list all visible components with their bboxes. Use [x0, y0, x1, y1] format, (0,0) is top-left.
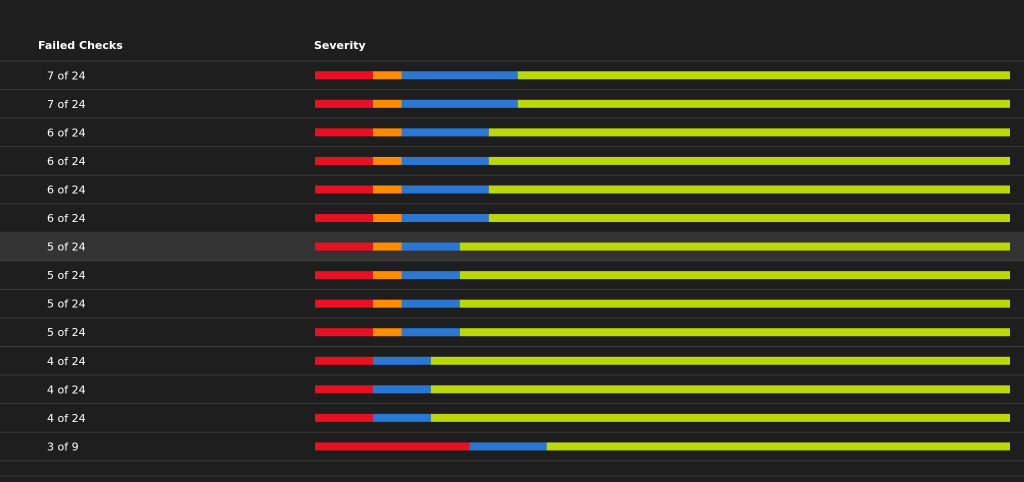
severity-segment — [372, 99, 402, 108]
severity-segment — [401, 299, 460, 308]
severity-segment — [315, 271, 373, 280]
failed-checks: 4 of 24 — [47, 355, 86, 368]
severity-segment — [315, 442, 470, 451]
severity-segment — [372, 356, 431, 365]
failed-checks: 6 of 24 — [47, 126, 86, 139]
severity-segment — [315, 328, 373, 337]
severity-segment — [315, 299, 373, 308]
severity-segment — [315, 156, 373, 165]
severity-segment — [372, 328, 402, 337]
severity-segment — [430, 413, 1010, 422]
severity-segment — [401, 71, 518, 80]
failed-checks: 3 of 9 — [47, 440, 79, 453]
severity-segment — [430, 385, 1010, 394]
failed-checks: 6 of 24 — [47, 183, 86, 196]
severity-segment — [488, 214, 1010, 223]
severity-segment — [315, 71, 373, 80]
severity-segment — [315, 128, 373, 137]
failed-checks: 7 of 24 — [47, 98, 86, 111]
severity-segment — [517, 99, 1010, 108]
severity-segment — [372, 242, 402, 251]
severity-segment — [315, 356, 373, 365]
severity-segment — [517, 71, 1010, 80]
severity-segment — [546, 442, 1010, 451]
severity-segment — [459, 328, 1011, 337]
severity-segment — [315, 185, 373, 194]
severity-segment — [401, 271, 460, 280]
severity-segment — [488, 185, 1010, 194]
severity-segment — [315, 385, 373, 394]
failed-checks: 4 of 24 — [47, 412, 86, 425]
severity-segment — [401, 185, 489, 194]
severity-segment — [401, 242, 460, 251]
failed-checks: 7 of 24 — [47, 69, 86, 82]
severity-segment — [372, 128, 402, 137]
severity-segment — [372, 413, 431, 422]
severity-segment — [372, 71, 402, 80]
column-header[interactable]: Severity — [314, 39, 366, 52]
severity-segment — [401, 328, 460, 337]
severity-segment — [315, 99, 373, 108]
severity-segment — [372, 156, 402, 165]
severity-segment — [469, 442, 547, 451]
failed-checks: 5 of 24 — [47, 326, 86, 339]
failed-checks: 6 of 24 — [47, 155, 86, 168]
severity-segment — [315, 242, 373, 251]
severity-segment — [372, 214, 402, 223]
severity-segment — [372, 385, 431, 394]
severity-segment — [401, 99, 518, 108]
severity-segment — [315, 214, 373, 223]
severity-segment — [315, 413, 373, 422]
severity-segment — [459, 242, 1011, 251]
severity-segment — [459, 299, 1011, 308]
severity-segment — [372, 185, 402, 194]
severity-segment — [401, 156, 489, 165]
failed-checks: 4 of 24 — [47, 383, 86, 396]
severity-segment — [459, 271, 1011, 280]
failed-checks: 5 of 24 — [47, 241, 86, 254]
severity-segment — [372, 299, 402, 308]
severity-segment — [372, 271, 402, 280]
severity-segment — [401, 214, 489, 223]
severity-segment — [430, 356, 1010, 365]
column-header[interactable]: Failed Checks — [38, 39, 123, 52]
severity-segment — [488, 128, 1010, 137]
severity-segment — [488, 156, 1010, 165]
failed-checks: 5 of 24 — [47, 298, 86, 311]
severity-segment — [401, 128, 489, 137]
failed-checks: 5 of 24 — [47, 269, 86, 282]
failed-checks: 6 of 24 — [47, 212, 86, 225]
